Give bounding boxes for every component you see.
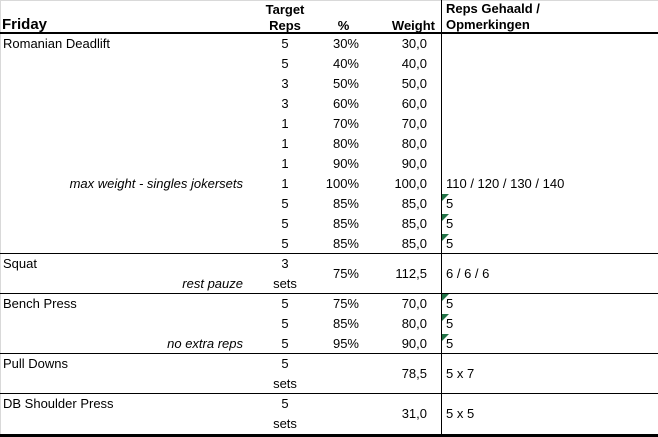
percent-cell[interactable]: 75% [332,296,359,311]
percent-cell[interactable]: 100% [325,176,359,191]
percent-cell[interactable]: 80% [332,136,359,151]
column-header-target-line2: Reps [269,18,301,33]
percent-cell[interactable]: 85% [332,316,359,331]
target-reps-cell[interactable]: 3 [281,96,289,111]
percent-cell[interactable]: 70% [332,116,359,131]
exercise-name-cell[interactable]: Squat [3,256,37,271]
error-flag-icon [442,334,449,341]
target-reps-cell[interactable]: 5 [281,316,289,331]
weight-cell[interactable]: 85,0 [401,236,427,251]
target-reps-cell[interactable]: sets [273,276,297,291]
percent-cell[interactable]: 75% [332,266,359,281]
percent-cell[interactable]: 85% [332,236,359,251]
column-header-weight[interactable]: Weight [391,18,435,33]
weight-cell[interactable]: 70,0 [401,116,427,131]
column-header-result[interactable]: Reps Gehaald / Opmerkingen [441,0,658,33]
target-reps-cell[interactable]: 3 [281,256,289,271]
target-reps-cell[interactable]: 5 [281,336,289,351]
column-header-result-line2: Opmerkingen [446,17,530,32]
error-flag-icon [442,294,449,301]
result-cell[interactable]: 5 [446,296,454,311]
section-divider [0,253,658,254]
exercise-name-cell[interactable]: Bench Press [3,296,77,311]
target-reps-cell[interactable]: 5 [281,216,289,231]
set-note-cell[interactable]: rest pauze [182,276,243,291]
result-cell[interactable]: 5 [446,236,454,251]
weight-cell[interactable]: 50,0 [401,76,427,91]
target-reps-cell[interactable]: 1 [281,176,289,191]
weight-cell[interactable]: 60,0 [401,96,427,111]
percent-cell[interactable]: 85% [332,216,359,231]
exercise-name-cell[interactable]: Romanian Deadlift [3,36,110,51]
column-header-percent[interactable]: % [337,18,350,33]
result-cell[interactable]: 5 x 7 [446,366,475,381]
weight-cell[interactable]: 100,0 [394,176,427,191]
set-note-cell[interactable]: max weight - singles jokersets [69,176,243,191]
column-header-result-line1: Reps Gehaald / [446,1,540,16]
error-flag-icon [442,314,449,321]
error-flag-icon [442,194,449,201]
percent-cell[interactable]: 85% [332,196,359,211]
section-divider [0,353,658,354]
weight-cell[interactable]: 40,0 [401,56,427,71]
result-cell[interactable]: 5 x 5 [446,406,475,421]
target-reps-cell[interactable]: sets [273,416,297,431]
target-reps-cell[interactable]: 1 [281,136,289,151]
section-divider [0,393,658,394]
target-reps-cell[interactable]: 3 [281,76,289,91]
result-cell[interactable]: 110 / 120 / 130 / 140 [446,176,565,191]
set-note-cell[interactable]: no extra reps [167,336,243,351]
weight-cell[interactable]: 80,0 [401,136,427,151]
weight-cell[interactable]: 90,0 [401,336,427,351]
result-cell[interactable]: 5 [446,196,454,211]
result-cell[interactable]: 6 / 6 / 6 [446,266,490,281]
weight-cell[interactable]: 85,0 [401,196,427,211]
target-reps-cell[interactable]: 1 [281,116,289,131]
error-flag-icon [442,214,449,221]
result-cell[interactable]: 5 [446,316,454,331]
result-cell[interactable]: 5 [446,216,454,231]
weight-cell[interactable]: 80,0 [401,316,427,331]
target-reps-cell[interactable]: 5 [281,236,289,251]
target-reps-cell[interactable]: 5 [281,396,289,411]
column-header-target-line1: Target [265,2,305,17]
percent-cell[interactable]: 50% [332,76,359,91]
weight-cell[interactable]: 31,0 [401,406,427,421]
section-divider [0,293,658,294]
target-reps-cell[interactable]: 5 [281,56,289,71]
result-cell[interactable]: 5 [446,336,454,351]
percent-cell[interactable]: 30% [332,36,359,51]
weight-cell[interactable]: 70,0 [401,296,427,311]
weight-cell[interactable]: 78,5 [401,366,427,381]
percent-cell[interactable]: 60% [332,96,359,111]
percent-cell[interactable]: 40% [332,56,359,71]
target-reps-cell[interactable]: 1 [281,156,289,171]
weight-cell[interactable]: 112,5 [395,266,427,281]
target-reps-cell[interactable]: sets [273,376,297,391]
day-title[interactable]: Friday [2,16,48,33]
weight-cell[interactable]: 90,0 [401,156,427,171]
weight-cell[interactable]: 30,0 [401,36,427,51]
header-underline [0,32,658,34]
error-flag-icon [442,234,449,241]
exercise-name-cell[interactable]: Pull Downs [3,356,69,371]
result-column-divider [441,0,442,434]
percent-cell[interactable]: 95% [332,336,359,351]
left-gridline [0,0,1,434]
target-reps-cell[interactable]: 5 [281,36,289,51]
exercise-name-cell[interactable]: DB Shoulder Press [3,396,114,411]
target-reps-cell[interactable]: 5 [281,296,289,311]
weight-cell[interactable]: 85,0 [401,216,427,231]
target-reps-cell[interactable]: 5 [281,356,289,371]
target-reps-cell[interactable]: 5 [281,196,289,211]
top-gridline [0,0,658,1]
percent-cell[interactable]: 90% [332,156,359,171]
column-header-target-reps[interactable]: Target Reps [245,0,325,34]
